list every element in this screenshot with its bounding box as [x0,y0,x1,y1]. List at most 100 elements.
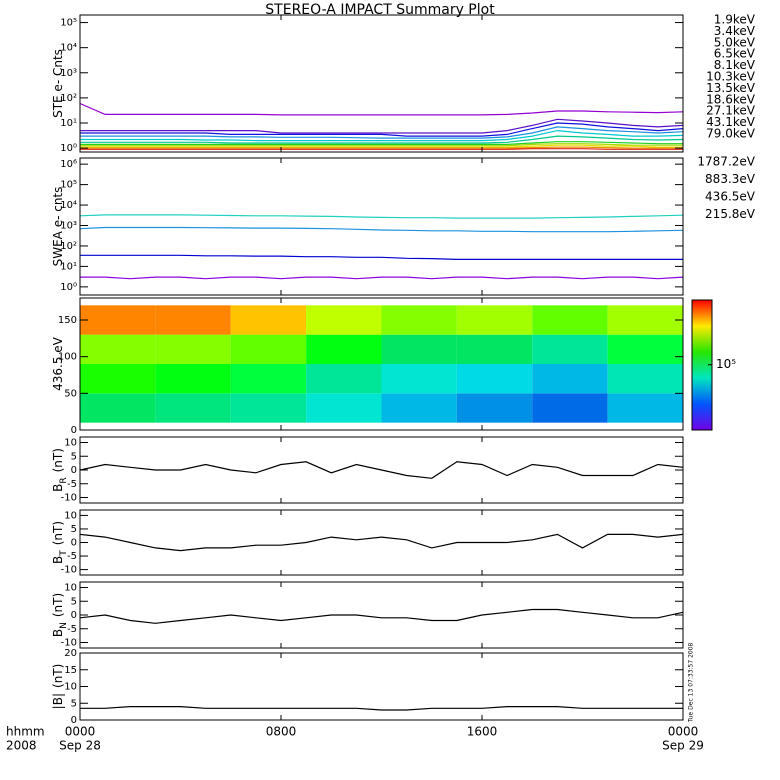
heatmap-cell [155,364,231,394]
y-tick-label: 10³ [60,221,77,232]
x-date-label: Sep 29 [662,739,704,753]
y-axis-label-part: SWEA e- cnts [51,187,65,267]
colorbar-tick-label: 10⁵ [716,357,736,371]
plot-area [80,706,683,711]
data-line [80,144,683,148]
y-tick-label: 10¹ [60,261,77,272]
heatmap-cell [532,334,608,364]
y-axis-label: BR (nT) [51,448,69,492]
legend-entry: 215.8eV [705,207,756,221]
x-tick-label: 0000 [65,725,96,739]
y-tick-label: 10⁴ [60,200,77,211]
heatmap-cell [532,393,608,423]
heatmap-cell [155,334,231,364]
y-axis-label: |B| (nT) [51,664,65,710]
y-axis-label: BT (nT) [51,521,69,564]
y-axis-label: BN (nT) [51,593,69,637]
x-tick-label: 1600 [467,725,498,739]
plot-title: STEREO-A IMPACT Summary Plot [265,2,495,18]
y-tick-label: 100 [58,352,77,363]
data-line [80,146,683,149]
data-line [80,276,683,280]
y-tick-label: 10³ [60,68,77,79]
heatmap-cell [607,305,683,335]
y-tick-label: 10⁴ [60,43,77,54]
y-tick-label: -10 [61,493,77,504]
y-tick-label: 10² [60,241,77,252]
y-tick-label: 5 [71,698,77,709]
y-tick-label: 10⁰ [60,282,77,293]
heatmap-cell [532,364,608,394]
heatmap-cell [381,364,457,394]
y-axis-label-part: (nT) [51,448,65,472]
legend-entry: 1.9keV [714,13,756,27]
y-tick-label: 0 [71,715,77,726]
legend-entry: 5.0keV [714,35,756,49]
y-tick-label: 10 [64,583,77,594]
data-line [80,143,683,147]
heatmap-cell [306,334,382,364]
y-tick-label: 10⁵ [60,180,77,191]
data-line [80,135,683,144]
data-line [80,122,683,137]
plot-area [80,102,683,150]
legend-entry: 883.3eV [705,172,756,186]
heatmap-cell [80,305,156,335]
data-line [80,126,683,139]
y-tick-label: 0 [71,465,77,476]
heatmap-cell [80,364,156,394]
y-tick-label: -5 [67,551,77,562]
heatmap-cell [607,364,683,394]
y-tick-label: 5 [71,524,77,535]
y-tick-label: -5 [67,624,77,635]
data-line [80,706,683,711]
y-axis-label-part: 436.5 eV [51,336,65,391]
legend-entry: 8.1keV [714,58,756,72]
legend-entry: 6.5keV [714,47,756,61]
y-axis-label-part: (nT) [51,664,65,688]
legend-entry: 1787.2eV [697,155,755,169]
y-axis-label-part: (nT) [51,593,65,617]
y-tick-label: 10² [60,93,77,104]
y-axis-label: 436.5 eV [51,336,65,391]
plot-area [80,214,683,280]
axes-frame [79,297,684,431]
y-axis-label-part: (nT) [51,521,65,545]
y-tick-label: -10 [61,565,77,576]
data-line [80,102,683,116]
data-line [80,214,683,219]
y-tick-label: 10⁶ [60,159,77,170]
y-axis-label-part: B [51,629,65,637]
y-tick-label: 10⁰ [60,143,77,154]
heatmap-cell [381,334,457,364]
x-tick-label: 0800 [266,725,297,739]
heatmap-cell [607,393,683,423]
data-line [80,141,683,145]
plot-area [80,608,683,624]
plot-area [80,461,683,479]
legend-entry: 13.5keV [706,81,756,95]
heatmap-cell [306,393,382,423]
y-axis-label-part: B [51,484,65,492]
y-tick-label: -10 [61,638,77,649]
y-tick-label: 10 [64,438,77,449]
legend-entry: 18.6keV [706,92,756,106]
y-tick-label: 150 [58,315,77,326]
y-tick-label: 10 [64,682,77,693]
x-unit-label: 2008 [6,739,37,753]
y-axis-label-part: N [59,622,69,629]
data-line [80,148,683,150]
heatmap-cell [230,334,307,364]
legend-entry: 436.5eV [705,190,756,204]
data-line [80,226,683,233]
heatmap-cell [456,393,533,423]
legend-entry: 79.0keV [706,127,756,141]
data-line [80,533,683,552]
y-tick-label: 10¹ [60,118,77,129]
heatmap-cell [80,334,156,364]
heatmap-cell [155,393,231,423]
y-axis-label: SWEA e- cnts [51,187,65,267]
y-axis-label-part: T [59,550,69,557]
heatmap-cell [155,305,231,335]
